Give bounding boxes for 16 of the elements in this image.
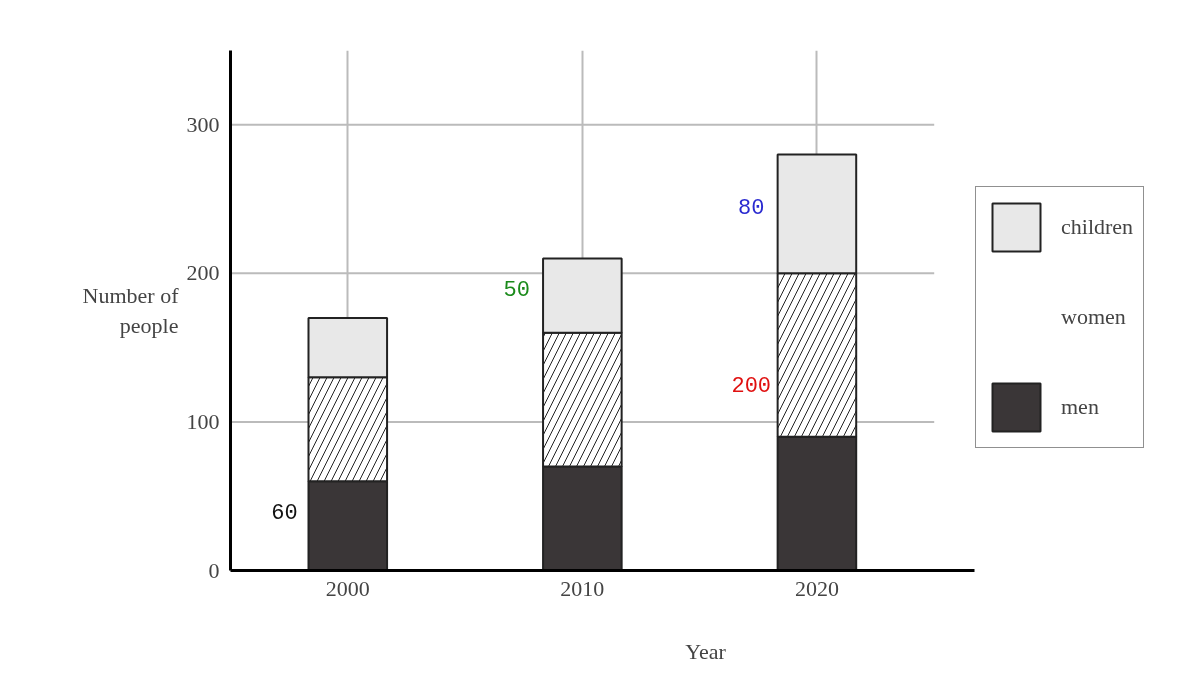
- annotation: 200: [731, 374, 772, 400]
- text: women: [1061, 304, 1126, 330]
- x-tick-label: 2000: [325, 575, 370, 601]
- legend-label: children: [1061, 214, 1134, 240]
- y-tick-label: 100: [186, 408, 220, 434]
- y-tick-label: 200: [186, 260, 220, 286]
- x-tick-label: 2020: [794, 575, 839, 601]
- x-tick-label: 2010: [560, 575, 605, 601]
- legend-label: men: [1061, 394, 1099, 420]
- y-axis-title: Number of people: [82, 283, 180, 338]
- x-axis-title: Year: [685, 638, 727, 664]
- annotation: 80: [738, 196, 765, 221]
- annotation: 60: [271, 500, 298, 526]
- y-tick-label: 0: [208, 557, 220, 583]
- y-tick-label: 300: [186, 111, 220, 137]
- annotation: 50: [503, 277, 530, 303]
